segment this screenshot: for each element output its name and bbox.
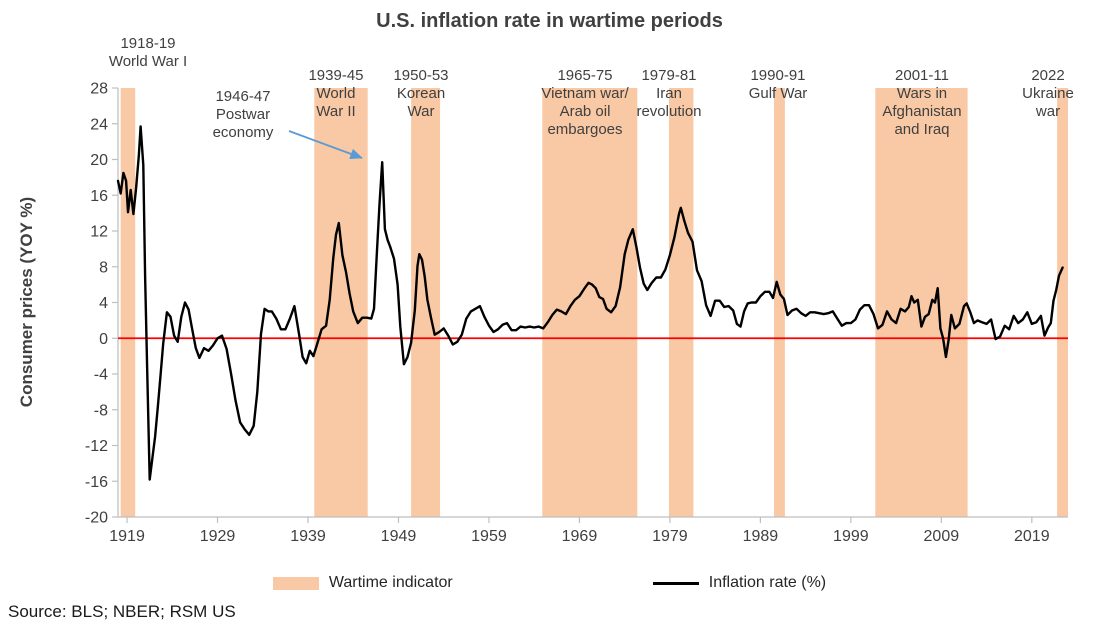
x-tick-label: 1979 [652,528,688,545]
x-tick-label: 1939 [290,528,326,545]
legend-label-inflation: Inflation rate (%) [708,574,827,591]
wartime-band [120,88,136,517]
y-tick-label: -12 [85,438,108,455]
wartime-band-label: 1939-45 World War II [308,67,363,120]
wartime-band [1057,88,1068,517]
legend-label-wartime: Wartime indicator [328,574,453,591]
y-tick-label: -20 [85,510,108,527]
legend-item-inflation: Inflation rate (%) [652,574,827,592]
y-tick-label: 24 [90,116,108,133]
chart-title: U.S. inflation rate in wartime periods [376,10,723,32]
x-tick-label: 1959 [471,528,507,545]
y-tick-label: 0 [99,331,108,348]
wartime-band [669,88,694,517]
y-tick-label: -16 [85,474,108,491]
wartime-band-label: 1990-91 Gulf War [749,67,808,102]
y-tick-label: 12 [90,224,108,241]
wartime-band-label: 1979-81 Iran revolution [636,67,701,120]
postwar-annotation-label: 1946-47 Postwar economy [213,88,274,141]
x-tick-label: 1929 [200,528,236,545]
y-tick-label: 4 [99,295,108,312]
x-tick-label: 1999 [833,528,869,545]
x-tick-label: 2009 [924,528,960,545]
wartime-band-label: 1950-53 Korean War [393,67,448,120]
legend: Wartime indicator Inflation rate (%) [0,574,1099,592]
y-tick-label: 8 [99,259,108,276]
annotation-arrow [288,130,363,160]
wartime-indicator-swatch [272,576,319,590]
x-tick-label: 1989 [743,528,779,545]
wartime-band [774,88,785,517]
x-tick-label: 1949 [381,528,417,545]
y-tick-label: 28 [90,81,108,98]
y-tick-label: 16 [90,188,108,205]
y-tick-label: -4 [94,367,108,384]
y-tick-label: -8 [94,402,108,419]
wartime-band [314,88,368,517]
x-tick-label: 1919 [109,528,145,545]
inflation-line [116,125,1064,481]
y-tick-label: 20 [90,152,108,169]
wartime-band-label: 2022 Ukraine war [1022,67,1074,120]
wartime-band [542,88,638,517]
wartime-band-label: 1918-19 World War I [109,35,187,70]
x-tick-label: 2019 [1014,528,1050,545]
x-tick-label: 1969 [562,528,598,545]
legend-item-wartime: Wartime indicator [272,574,453,592]
source-note: Source: BLS; NBER; RSM US [8,602,236,621]
wartime-band-label: 2001-11 Wars in Afghanistan and Iraq [882,67,961,138]
inflation-line-swatch [652,581,699,585]
wartime-band [875,88,968,517]
wartime-band-label: 1965-75 Vietnam war/Arab oil embargoes [541,67,629,138]
